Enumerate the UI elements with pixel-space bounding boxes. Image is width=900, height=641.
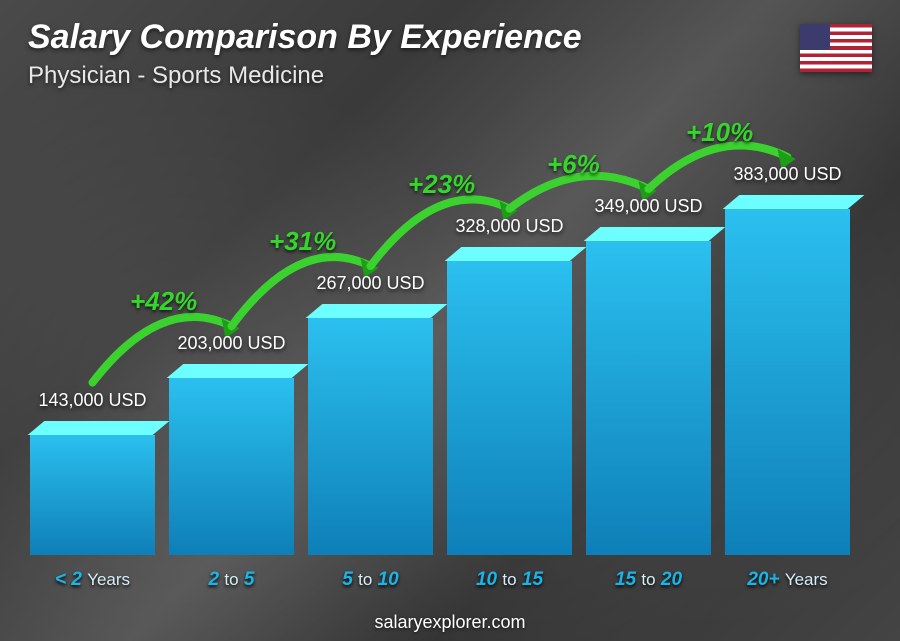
bar-value-label: 143,000 USD (38, 390, 146, 411)
bar (586, 227, 711, 555)
bar-column: 349,000 USD (586, 196, 711, 555)
x-axis-label: 5 to 10 (308, 569, 433, 591)
bar-column: 143,000 USD (30, 390, 155, 555)
infographic-stage: Salary Comparison By Experience Physicia… (0, 0, 900, 641)
us-flag-icon (800, 24, 872, 72)
bar (169, 364, 294, 555)
x-axis-labels: < 2 Years 2 to 5 5 to 10 10 to 15 15 to 20 20… (30, 569, 850, 591)
x-axis-label: 2 to 5 (169, 569, 294, 591)
x-axis-label: 10 to 15 (447, 569, 572, 591)
chart-subtitle: Physician - Sports Medicine (28, 62, 324, 90)
chart-title: Salary Comparison By Experience (28, 18, 582, 57)
bar-column: 328,000 USD (447, 216, 572, 555)
bar-value-label: 267,000 USD (316, 273, 424, 294)
bar-value-label: 203,000 USD (177, 333, 285, 354)
bar (308, 304, 433, 555)
bar-column: 203,000 USD (169, 333, 294, 555)
x-axis-label: < 2 Years (30, 569, 155, 591)
bar (30, 421, 155, 555)
bar-column: 383,000 USD (725, 164, 850, 555)
bar-value-label: 328,000 USD (455, 216, 563, 237)
bar-chart: +42%+31%+23%+6%+10% 143,000 USD203,000 U… (30, 100, 850, 591)
bars-container: 143,000 USD 203,000 USD 267,000 USD 328,000… (30, 135, 850, 555)
bar-value-label: 383,000 USD (733, 164, 841, 185)
bar (725, 195, 850, 555)
bar-value-label: 349,000 USD (594, 196, 702, 217)
bar (447, 247, 572, 555)
footer-attribution: salaryexplorer.com (0, 612, 900, 633)
bar-column: 267,000 USD (308, 273, 433, 555)
x-axis-label: 15 to 20 (586, 569, 711, 591)
x-axis-label: 20+ Years (725, 569, 850, 591)
